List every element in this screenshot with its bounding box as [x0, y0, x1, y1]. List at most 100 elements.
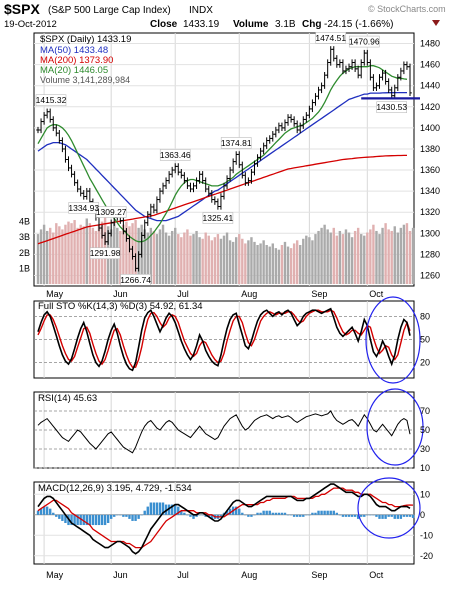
volume-bar — [52, 232, 55, 284]
volume-bar — [79, 224, 82, 284]
macd-histogram-bar — [299, 514, 302, 517]
macd-histogram-bar — [125, 514, 128, 517]
volume-bar — [228, 240, 232, 284]
volume-bar — [396, 232, 400, 284]
macd-histogram-bar — [180, 510, 183, 515]
macd-histogram-bar — [143, 510, 146, 515]
volume-bar — [219, 238, 223, 284]
price-callout-label: 1374.81 — [221, 138, 252, 148]
macd-histogram-bar — [128, 514, 131, 519]
macd-histogram-bar — [241, 512, 244, 515]
macd-histogram-bar — [52, 512, 55, 515]
volume-bar — [67, 221, 70, 284]
macd-histogram-bar — [61, 514, 64, 521]
volume-bar — [204, 232, 207, 284]
macd-histogram-bar — [399, 514, 403, 519]
macd-histogram-bar — [356, 514, 360, 519]
volume-bar — [360, 234, 363, 284]
volume-bar — [308, 237, 311, 284]
volume-bar — [45, 230, 49, 284]
volume-bar — [143, 229, 146, 284]
legend-price: $SPX (Daily) 1433.19 — [40, 34, 131, 45]
month-label-top: Jul — [177, 289, 189, 299]
volume-bar — [390, 230, 393, 284]
volume-bar — [177, 234, 180, 284]
volume-bar — [76, 227, 79, 284]
volume-bar — [399, 227, 403, 284]
volume-bar — [350, 237, 354, 284]
macd-histogram-bar — [88, 514, 92, 526]
price-tick-label: 1280 — [420, 249, 440, 259]
month-label-bottom: Oct — [369, 570, 384, 580]
volume-bar — [128, 226, 131, 284]
macd-histogram-bar — [167, 504, 171, 515]
volume-bar — [192, 234, 195, 284]
volume-bar — [384, 223, 387, 284]
macd-histogram-bar — [378, 514, 381, 519]
macd-histogram-bar — [305, 514, 308, 516]
macd-histogram-bar — [402, 514, 406, 517]
volume-bar — [42, 224, 46, 284]
macd-histogram-bar — [268, 510, 271, 515]
panel-frame-3 — [33, 481, 415, 565]
macd-histogram-bar — [234, 506, 238, 515]
price-callout-label: 1334.93 — [68, 203, 99, 213]
price-tick-label: 1440 — [420, 81, 440, 91]
sto-tick-label: 20 — [420, 358, 430, 368]
macd-histogram-bar — [207, 514, 210, 517]
macd-histogram-bar — [94, 514, 98, 526]
legend-ma50: MA(50) 1433.48 — [40, 45, 108, 56]
price-callout-box — [95, 206, 127, 218]
volume-bar — [344, 229, 348, 284]
macd-histogram-bar — [375, 514, 378, 517]
close-label: Close — [150, 19, 178, 30]
macd-histogram-bar — [369, 514, 372, 516]
volume-bar — [198, 237, 201, 284]
volume-bar — [152, 230, 156, 284]
macd-histogram-bar — [332, 510, 335, 515]
volume-bar — [314, 234, 317, 284]
month-label-top: May — [46, 289, 64, 299]
macd-histogram-bar — [280, 512, 284, 515]
macd-histogram-bar — [253, 514, 256, 516]
price-callout-box — [202, 212, 234, 224]
month-label-bottom: Jul — [177, 570, 189, 580]
macd-histogram-bar — [274, 512, 278, 515]
macd-histogram-bar — [372, 514, 375, 516]
macd-histogram-bar — [58, 514, 61, 519]
chg-label: Chg — [302, 19, 321, 30]
volume-bar — [326, 229, 329, 284]
volume-bar — [311, 240, 314, 284]
volume-bar — [247, 240, 250, 284]
macd-highlight-circle — [357, 477, 421, 539]
volume-bar — [82, 226, 85, 284]
volume-bar — [189, 235, 192, 284]
macd-histogram-bar — [262, 510, 265, 515]
macd-histogram-bar — [295, 514, 299, 517]
macd-histogram-bar — [347, 514, 351, 517]
macd-histogram-bar — [158, 502, 162, 515]
macd-histogram-bar — [152, 502, 156, 515]
price-callout-box — [159, 149, 191, 161]
macd-histogram-bar — [36, 510, 40, 515]
macd-histogram-bar — [149, 502, 153, 515]
rsi-tick-label: 70 — [420, 406, 430, 416]
macd-histogram-bar — [39, 508, 43, 515]
volume-bar — [216, 234, 220, 284]
volume-bar — [170, 230, 174, 284]
macd-histogram-bar — [405, 514, 409, 517]
volume-bar — [73, 220, 76, 284]
panel-frame-0 — [33, 32, 415, 287]
price-tick-label: 1460 — [420, 60, 440, 70]
ma200-line — [37, 154, 407, 245]
volume-bar — [341, 234, 345, 284]
macd-histogram-bar — [201, 514, 204, 516]
macd-histogram-bar — [116, 514, 119, 516]
macd-histogram-bar — [174, 504, 177, 515]
volume-bar — [274, 248, 278, 284]
macd-histogram-bar — [91, 514, 95, 526]
price-tick-label: 1420 — [420, 102, 440, 112]
volume-bar — [320, 227, 323, 284]
macd-histogram-bar — [192, 514, 195, 519]
price-callout-label: 1291.98 — [90, 248, 121, 258]
